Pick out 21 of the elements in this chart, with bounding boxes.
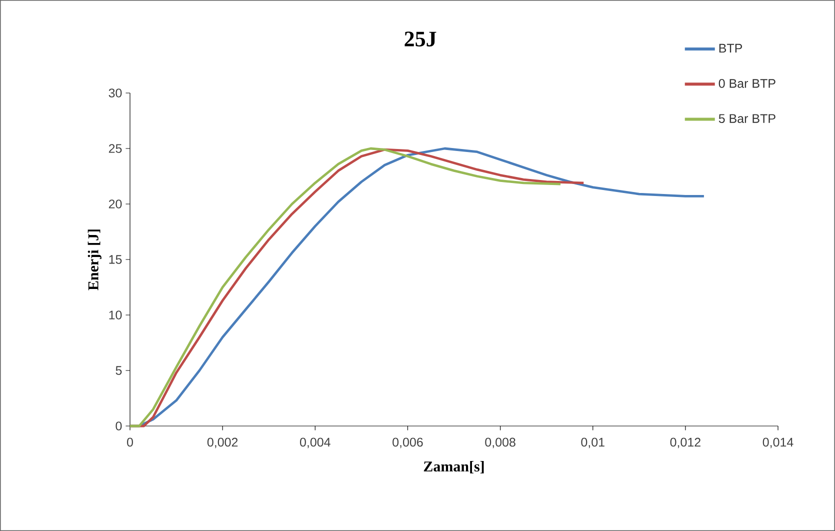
x-tick-label: 0,004 [300,438,330,448]
x-tick-label: 0,012 [670,438,700,448]
legend-label: 0 Bar BTP [718,79,776,88]
chart-title: 25J [404,32,436,46]
legend-label: 5 Bar BTP [718,114,776,123]
x-tick-label: 0,002 [207,438,238,448]
y-tick-label: 15 [109,255,122,264]
y-tick-label: 0 [116,422,122,430]
x-tick-label: 0,01 [581,438,604,448]
y-tick-label: 25 [108,144,122,153]
y-tick-label: 20 [108,200,122,208]
x-tick-label: 0,008 [485,438,516,448]
x-tick-label: 0,014 [762,438,794,448]
y-tick-label: 30 [108,88,122,98]
y-axis-title: Enerji [J] [88,230,102,290]
y-tick-label: 5 [116,366,122,375]
x-tick-label: 0,006 [392,438,423,448]
legend-label: BTP [719,44,742,53]
x-tick-label: 0 [127,438,133,447]
y-tick-label: 10 [109,310,122,320]
x-axis-title: Zaman[s] [424,461,484,474]
